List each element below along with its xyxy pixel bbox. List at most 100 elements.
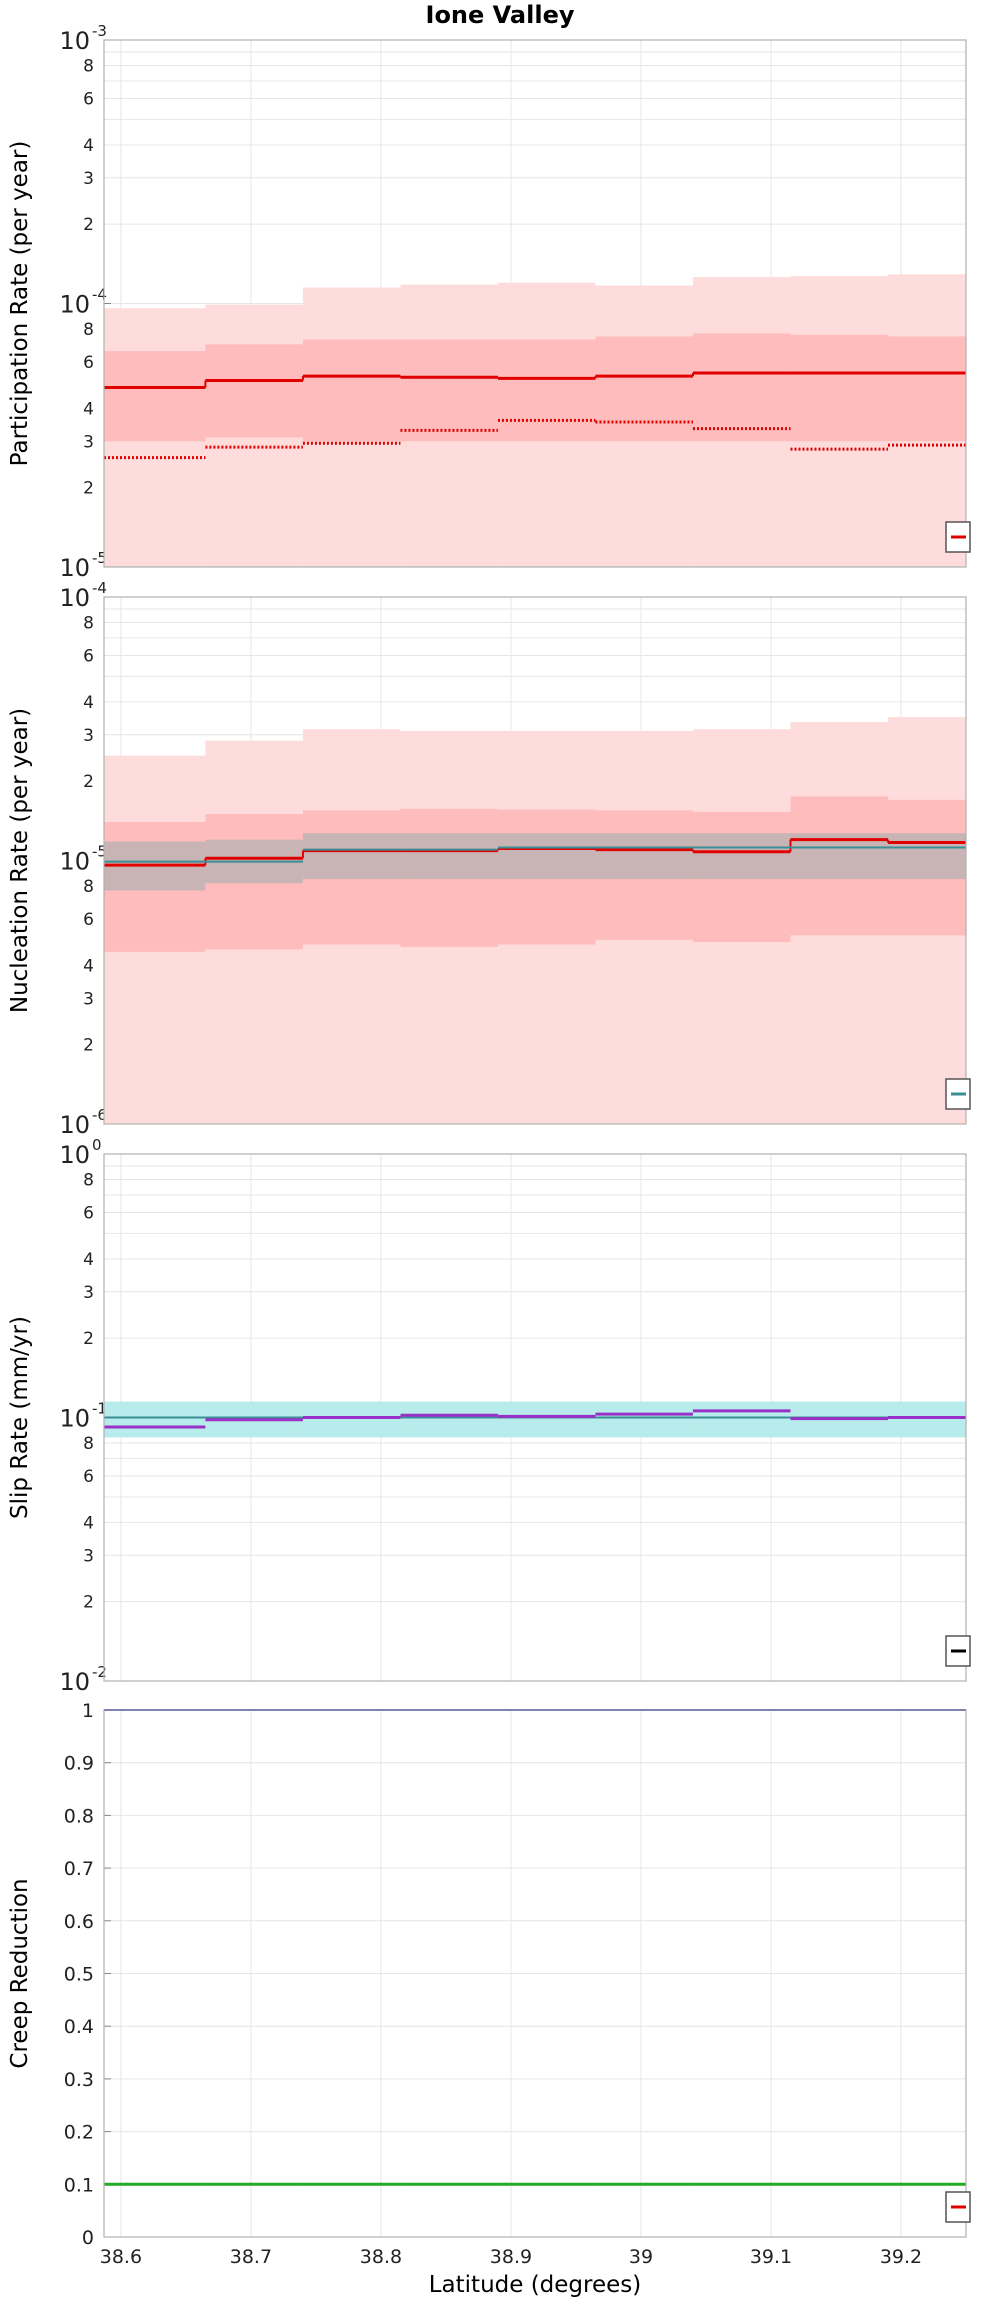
y-tick-label: 0.8 [64,1805,94,1827]
band-mid [104,333,966,442]
y-tick-label: 1 [82,1700,94,1722]
band-segment [692,1401,791,1438]
y-tick-exponent: -2 [92,1663,107,1681]
y-minor-tick-label: 3 [83,1546,94,1566]
y-minor-tick-label: 8 [83,320,94,340]
y-tick-exponent: -3 [92,22,107,40]
x-tick-label: 38.7 [230,2246,272,2268]
x-tick-label: 38.9 [490,2246,532,2268]
y-tick-exponent: -5 [92,843,107,861]
y-minor-tick-label: 6 [83,1203,94,1223]
band-segment [595,336,693,442]
y-minor-tick-label: 2 [83,215,94,235]
y-tick-label: 0.3 [64,2069,94,2091]
y-tick-label: 0.9 [64,1753,94,1775]
band-target-range [104,1401,966,1438]
x-tick-label: 39.1 [750,2246,792,2268]
band-segment [692,333,791,442]
y-tick-label: 0.4 [64,2016,94,2038]
x-axis-label: Latitude (degrees) [429,2272,642,2298]
y-tick-label: 0.6 [64,1911,94,1933]
band-segment [497,833,596,880]
band-segment [302,339,401,442]
band-segment [790,334,888,442]
y-minor-tick-label: 6 [83,646,94,666]
band-segment [205,344,303,438]
y-minor-tick-label: 4 [83,399,94,419]
plot-frame [103,39,967,568]
band-segment [104,351,206,442]
y-minor-tick-label: 3 [83,726,94,746]
band-segment [692,833,791,880]
y-tick-label: 0.2 [64,2122,94,2144]
y-minor-tick-label: 6 [83,353,94,373]
plot-frame [103,1709,967,2238]
y-minor-tick-label: 3 [83,432,94,452]
y-minor-tick-label: 8 [83,1434,94,1454]
y-tick-label: 10 [59,554,90,582]
x-tick-label: 38.6 [100,2246,142,2268]
y-minor-tick-label: 8 [83,877,94,897]
band-segment [400,833,498,880]
plot-frame [103,596,967,1125]
band-segment [400,339,498,442]
band-segment [887,336,966,442]
x-tick-label: 38.8 [360,2246,402,2268]
series-lower-reference [104,418,966,460]
y-tick-label: 0.5 [64,1964,94,1986]
y-minor-tick-label: 4 [83,693,94,713]
band-inner [104,833,966,891]
y-tick-exponent: -4 [92,286,107,304]
y-minor-tick-label: 8 [83,57,94,77]
y-axis-label: Creep Reduction [7,1878,33,2068]
y-minor-tick-label: 4 [83,956,94,976]
y-tick-label: 10 [59,291,90,319]
y-minor-tick-label: 6 [83,89,94,109]
y-tick-label: 10 [59,1111,90,1139]
y-minor-tick-label: 4 [83,1250,94,1270]
band-segment [595,833,693,880]
y-minor-tick-label: 4 [83,136,94,156]
y-minor-tick-label: 6 [83,910,94,930]
y-minor-tick-label: 8 [83,1171,94,1191]
y-tick-label: 10 [59,27,90,55]
band-segment [887,1401,966,1438]
band-segment [497,1401,596,1438]
y-minor-tick-label: 2 [83,1036,94,1056]
plot-frame [103,1153,967,1682]
y-tick-label: 10 [59,848,90,876]
y-tick-label: 0.1 [64,2174,94,2196]
y-minor-tick-label: 2 [83,479,94,499]
band-segment [497,339,596,442]
band-segment [400,1401,498,1438]
y-minor-tick-label: 2 [83,772,94,792]
y-tick-label: 0 [82,2227,94,2249]
chart-title: Ione Valley [426,1,575,29]
y-axis-label: Nucleation Rate (per year) [7,708,33,1013]
y-minor-tick-label: 3 [83,989,94,1009]
y-axis-label: Participation Rate (per year) [7,141,33,467]
x-tick-label: 39.2 [880,2246,922,2268]
y-tick-label: 10 [59,584,90,612]
y-minor-tick-label: 4 [83,1513,94,1533]
series-mean-participation [104,371,966,389]
y-tick-label: 10 [59,1405,90,1433]
x-tick-label: 39 [629,2246,653,2268]
band-segment [887,833,966,880]
y-tick-exponent: -6 [92,1106,107,1124]
band-segment [302,1401,401,1438]
series-mean-nucleation [104,838,966,867]
y-minor-tick-label: 8 [83,614,94,634]
y-tick-exponent: -5 [92,549,107,567]
y-minor-tick-label: 3 [83,169,94,189]
series-solution-slip [104,1409,966,1429]
y-tick-exponent: 0 [92,1136,102,1154]
y-tick-exponent: -4 [92,579,107,597]
y-minor-tick-label: 2 [83,1329,94,1349]
y-tick-label: 10 [59,1668,90,1696]
